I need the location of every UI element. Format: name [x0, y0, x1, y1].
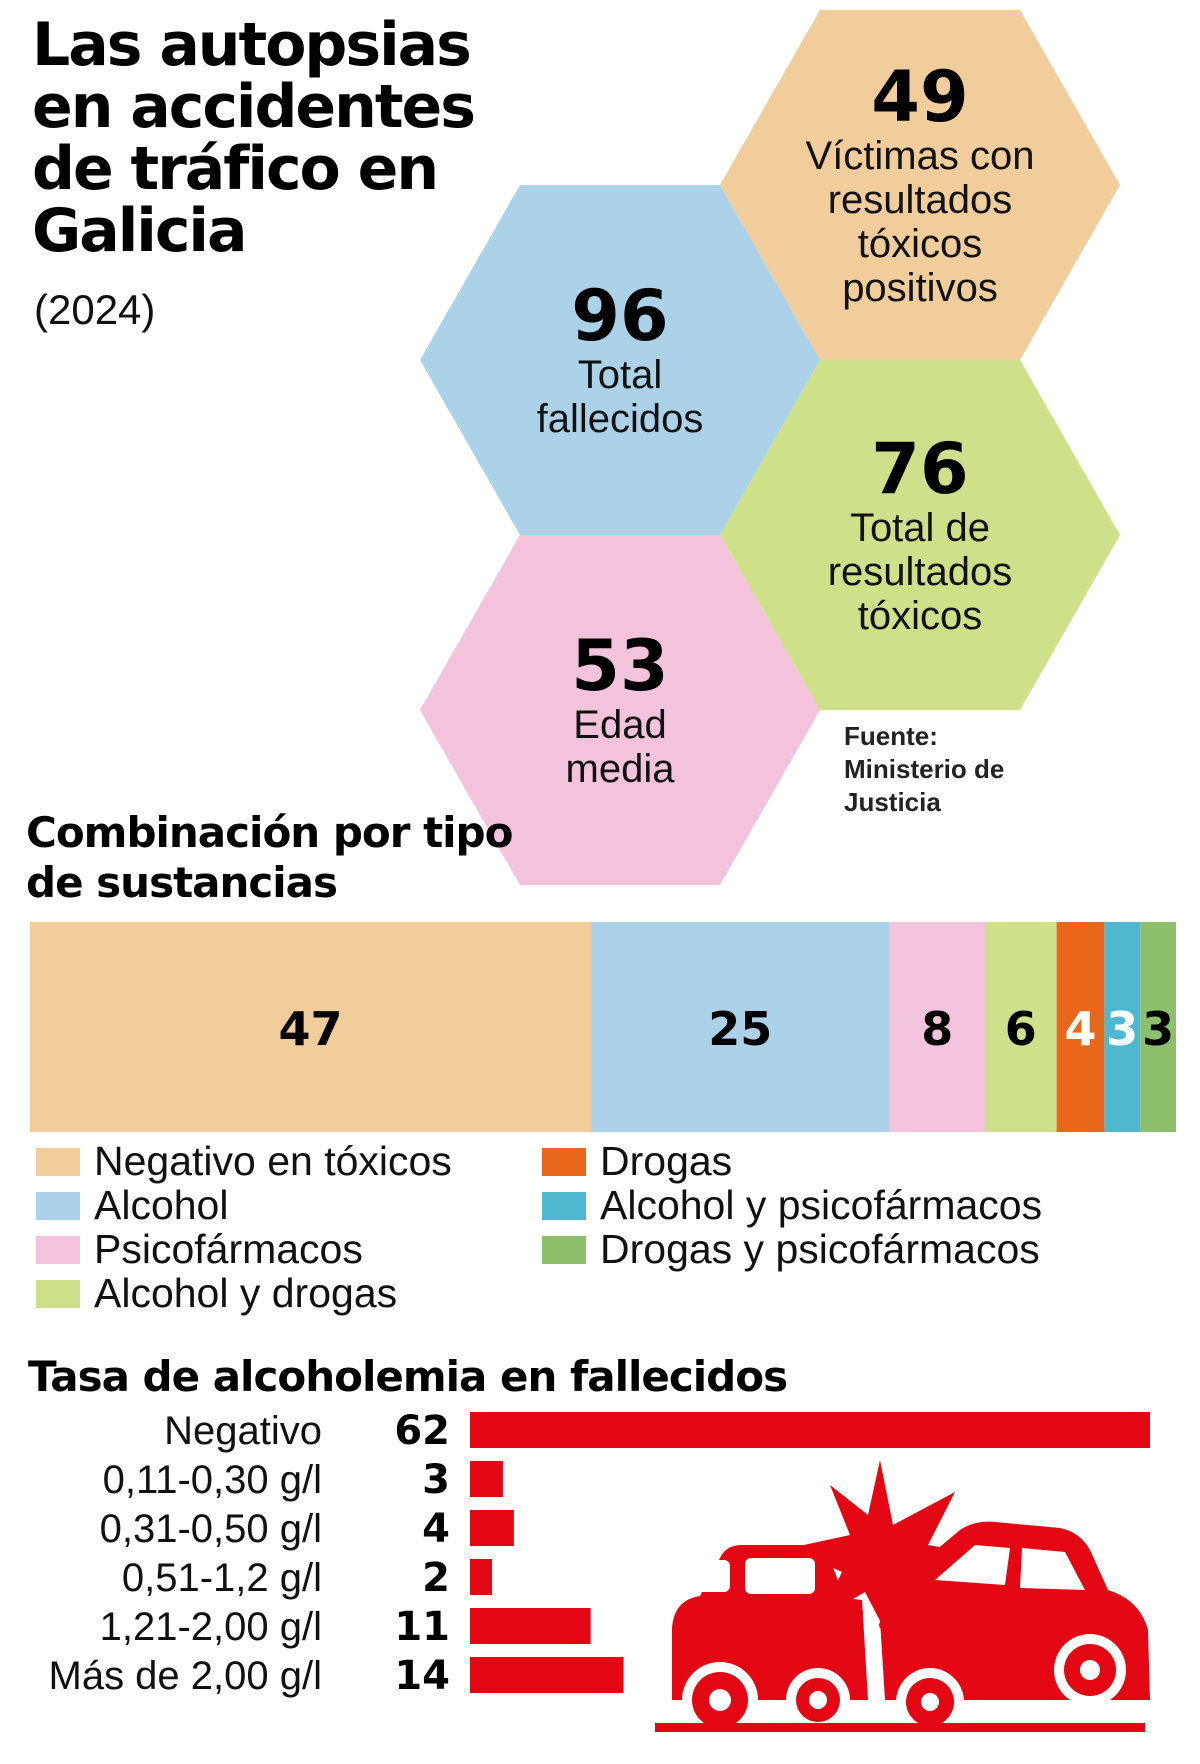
stack-segment-0	[30, 922, 592, 1132]
legend-label: Negativo en tóxicos	[94, 1138, 452, 1184]
hex-label: Edad media	[565, 703, 675, 791]
hex-label: Total de resultados tóxicos	[827, 506, 1013, 638]
stack-value-label: 25	[708, 1002, 772, 1056]
alcohol-bar-chart: Negativo 62 0,11-0,30 g/l 3 0,31-0,50 g/l 4 0,…	[49, 1408, 1150, 1738]
legend-swatch	[36, 1147, 80, 1176]
alcohol-bar	[470, 1608, 591, 1644]
stack-segment-3	[985, 922, 1057, 1132]
legend-item: Negativo en tóxicos	[36, 1138, 452, 1185]
legend-swatch	[36, 1279, 80, 1308]
alcohol-bar	[470, 1657, 624, 1693]
stack-segment-2	[889, 922, 985, 1132]
alcohol-value-label: 11	[394, 1604, 450, 1650]
legend-swatch	[542, 1147, 586, 1176]
legend-item: Alcohol y psicofármacos	[542, 1182, 1042, 1229]
alcohol-value-label: 4	[422, 1506, 450, 1552]
stack-value-label: 8	[921, 1002, 953, 1056]
alcohol-bar	[470, 1412, 1150, 1448]
source-note: Fuente: Ministerio de Justicia	[844, 721, 1005, 817]
alcohol-value-label: 14	[394, 1653, 450, 1699]
stack-segment-1	[591, 922, 890, 1132]
legend-item: Alcohol	[36, 1182, 228, 1229]
stacked-bar-chart: 47 25 8 6 4 3 3	[30, 922, 1176, 1132]
stack-segment-4	[1056, 922, 1105, 1132]
legend-label: Alcohol y psicofármacos	[600, 1182, 1043, 1228]
legend-swatch	[542, 1235, 586, 1264]
hex-value: 96	[571, 275, 669, 357]
stacked-bar-legend: Negativo en tóxicos Alcohol Psicofármacos A…	[30, 1138, 1190, 1338]
hex-value: 76	[871, 428, 969, 510]
hex-value: 49	[871, 56, 969, 138]
legend-item: Psicofármacos	[36, 1226, 363, 1273]
hex-label: Total fallecidos	[536, 353, 704, 441]
legend-label: Psicofármacos	[94, 1226, 363, 1272]
stack-value-label: 3	[1106, 1002, 1138, 1056]
alcohol-title: Tasa de alcoholemia en fallecidos	[28, 1352, 788, 1401]
alcohol-bar	[470, 1510, 514, 1546]
page-title: Las autopsias en accidentes de tráfico e…	[32, 10, 476, 266]
stack-value-label: 3	[1142, 1002, 1174, 1056]
alcohol-category-label: 1,21-2,00 g/l	[100, 1605, 322, 1649]
stack-value-label: 6	[1005, 1002, 1037, 1056]
legend-swatch	[542, 1191, 586, 1220]
alcohol-category-label: 0,31-0,50 g/l	[100, 1507, 322, 1551]
hex-label: Víctimas con resultados tóxicos positivo…	[805, 134, 1035, 310]
legend-item: Drogas y psicofármacos	[542, 1226, 1040, 1273]
car-crash-icon	[655, 1460, 1150, 1738]
stack-segment-6	[1140, 922, 1176, 1132]
alcohol-bar	[470, 1559, 492, 1595]
alcohol-bar	[470, 1461, 503, 1497]
alcohol-value-label: 62	[394, 1408, 450, 1454]
alcohol-category-label: 0,11-0,30 g/l	[103, 1458, 322, 1502]
legend-item: Alcohol y drogas	[36, 1270, 397, 1317]
legend-label: Alcohol	[94, 1182, 229, 1228]
legend-label: Drogas y psicofármacos	[600, 1226, 1040, 1272]
legend-item: Drogas	[542, 1138, 732, 1185]
stack-value-label: 4	[1064, 1002, 1096, 1056]
stack-segment-5	[1104, 922, 1141, 1132]
alcohol-value-label: 3	[422, 1457, 450, 1503]
legend-label: Drogas	[600, 1138, 733, 1184]
year-label: (2024)	[34, 286, 156, 333]
stack-value-label: 47	[279, 1002, 343, 1056]
legend-swatch	[36, 1191, 80, 1220]
hex-value: 53	[571, 625, 669, 707]
legend-swatch	[36, 1235, 80, 1264]
alcohol-category-label: 0,51-1,2 g/l	[122, 1556, 322, 1600]
legend-label: Alcohol y drogas	[94, 1270, 398, 1316]
combination-title: Combinación por tipo de sustancias	[26, 808, 513, 907]
alcohol-category-label: Negativo	[164, 1409, 322, 1453]
alcohol-category-label: Más de 2,00 g/l	[49, 1654, 323, 1698]
alcohol-value-label: 2	[422, 1555, 450, 1601]
